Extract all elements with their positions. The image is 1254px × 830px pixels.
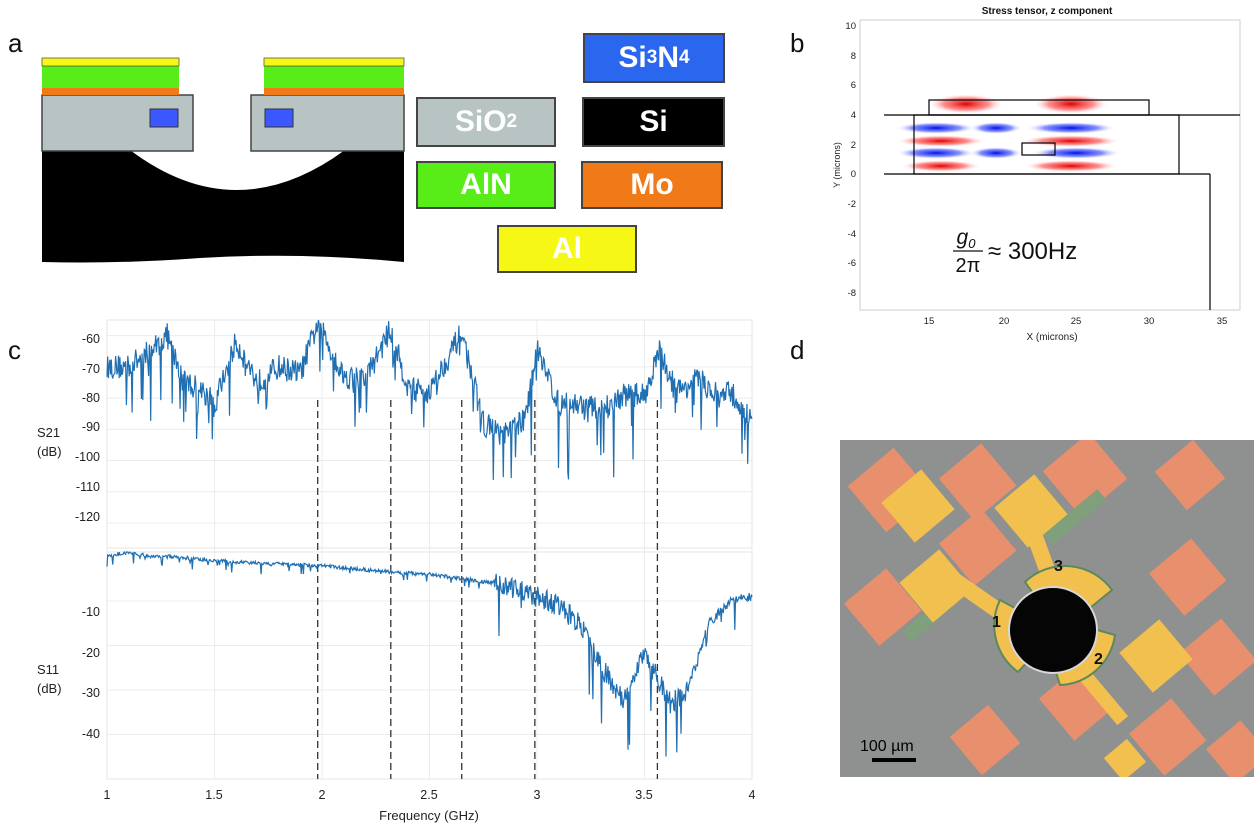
s21-ytick-m70: -70 [82, 362, 100, 376]
s-parameter-plot: -60 -70 -80 -90 -100 -110 -120 -10 -20 -… [37, 319, 756, 823]
resonance-dashed-lines [317, 400, 659, 779]
electrode-label-2: 2 [1094, 651, 1103, 668]
panel-letter-b: b [790, 28, 805, 58]
s21-ytick-m110: -110 [76, 480, 100, 494]
legend-aln: AlN [416, 161, 556, 209]
legend-al-label: Al [552, 232, 582, 265]
xtick-2: 2 [319, 788, 326, 802]
right-aln-layer [264, 66, 404, 88]
xtick-3: 3 [534, 788, 541, 802]
eq-denominator: 2π [956, 255, 981, 277]
center-hole [1008, 586, 1098, 674]
eq-value: ≈ 300Hz [988, 238, 1077, 265]
stress-ytick-m4: -4 [848, 229, 856, 240]
s11-axes [106, 551, 753, 780]
s21-ytick-m120: -120 [75, 510, 100, 524]
s11-ytick-m40: -40 [82, 727, 100, 741]
xtick-3-5: 3.5 [635, 788, 652, 802]
panel-letter-d: d [790, 335, 805, 365]
s21-trace [106, 319, 753, 480]
stress-ytick-6: 6 [851, 80, 856, 91]
waveguide-outline [1021, 142, 1056, 156]
device-micrograph: 1 2 3 100 µm [840, 440, 1254, 777]
panel-letter-a: a [8, 28, 23, 58]
legend-sio2: SiO 2 [416, 97, 556, 147]
legend-si3n4-sub4: 4 [679, 47, 690, 68]
legend-si3n4: Si 3 N 4 [583, 33, 725, 83]
right-waveguide [264, 108, 294, 128]
stress-y-ticks: 10 8 6 4 2 0 -2 -4 -6 -8 [845, 21, 856, 299]
legend-sio2-main: SiO [454, 105, 507, 138]
s11-ylabel-line1: S11 [37, 662, 59, 677]
stress-xtick-30: 30 [1144, 316, 1155, 327]
panel-letter-c: c [8, 335, 21, 365]
s11-ytick-m20: -20 [82, 646, 100, 660]
s21-ylabel-line2: (dB) [37, 444, 62, 459]
electrode-label-3: 3 [1054, 558, 1063, 575]
xtick-2-5: 2.5 [420, 788, 437, 802]
legend-si3n4-sub3: 3 [646, 47, 658, 68]
stress-field [896, 94, 1121, 172]
legend-al: Al [497, 225, 637, 273]
stress-ytick-m6: -6 [848, 258, 856, 269]
s21-axes [106, 319, 753, 549]
stress-ytick-4: 4 [851, 110, 856, 121]
freq-xlabel: Frequency (GHz) [379, 808, 479, 823]
eq-numerator: g0 [957, 226, 977, 251]
s21-ylabel-line1: S21 [37, 425, 60, 440]
right-mo-layer [264, 88, 404, 95]
scalebar [872, 758, 916, 762]
legend-mo-label: Mo [630, 168, 674, 201]
s11-ytick-m30: -30 [82, 686, 100, 700]
legend-aln-label: AlN [460, 168, 512, 201]
s21-ytick-m100: -100 [75, 450, 100, 464]
stress-ytick-m8: -8 [848, 288, 856, 299]
coupling-equation: g0 2π ≈ 300Hz [953, 226, 1077, 277]
stress-ytick-m2: -2 [848, 199, 856, 210]
stress-ytick-10: 10 [845, 21, 856, 32]
scalebar-label: 100 µm [860, 738, 914, 755]
left-mo-layer [42, 88, 179, 95]
xtick-1: 1 [104, 788, 111, 802]
s11-ytick-m10: -10 [82, 605, 100, 619]
s11-trace [106, 550, 753, 757]
electrode-label-1: 1 [992, 614, 1001, 631]
freq-x-ticks: 1 1.5 2 2.5 3 3.5 4 [104, 788, 756, 802]
stress-xtick-35: 35 [1217, 316, 1228, 327]
stress-xtick-20: 20 [999, 316, 1010, 327]
s21-ytick-m80: -80 [82, 391, 100, 405]
stress-plot-title: Stress tensor, z component [982, 6, 1113, 17]
stress-x-ticks: 15 20 25 30 35 [924, 316, 1228, 327]
stress-ytick-0: 0 [851, 169, 856, 180]
left-al-layer [41, 57, 180, 67]
legend-si3n4-n: N [657, 41, 680, 74]
stress-xtick-25: 25 [1071, 316, 1082, 327]
left-aln-layer [42, 66, 179, 88]
legend-si: Si [582, 97, 725, 147]
s21-y-ticks: -60 -70 -80 -90 -100 -110 -120 [75, 332, 100, 524]
device-cross-section [41, 57, 405, 263]
s11-ylabel-line2: (dB) [37, 681, 62, 696]
s11-y-ticks: -10 -20 -30 -40 [82, 605, 100, 741]
legend-si3n4-si: Si [618, 41, 647, 74]
stress-tensor-plot: Stress tensor, z component 10 8 6 4 2 0 … [832, 6, 1241, 343]
left-waveguide [149, 108, 179, 128]
right-al-layer [263, 57, 405, 67]
legend-si-label: Si [639, 105, 668, 138]
xtick-4: 4 [749, 788, 756, 802]
s21-ytick-m90: -90 [82, 420, 100, 434]
legend-mo: Mo [581, 161, 723, 209]
xtick-1-5: 1.5 [205, 788, 222, 802]
si-substrate [42, 150, 404, 263]
stress-ytick-2: 2 [851, 140, 856, 151]
stress-xtick-15: 15 [924, 316, 935, 327]
yellow-pads [881, 469, 1193, 777]
stress-ytick-8: 8 [851, 51, 856, 62]
stress-ylabel: Y (microns) [832, 142, 842, 188]
s21-ytick-m60: -60 [82, 332, 100, 346]
legend-sio2-sub: 2 [506, 111, 518, 132]
stress-xlabel: X (microns) [1026, 332, 1077, 343]
